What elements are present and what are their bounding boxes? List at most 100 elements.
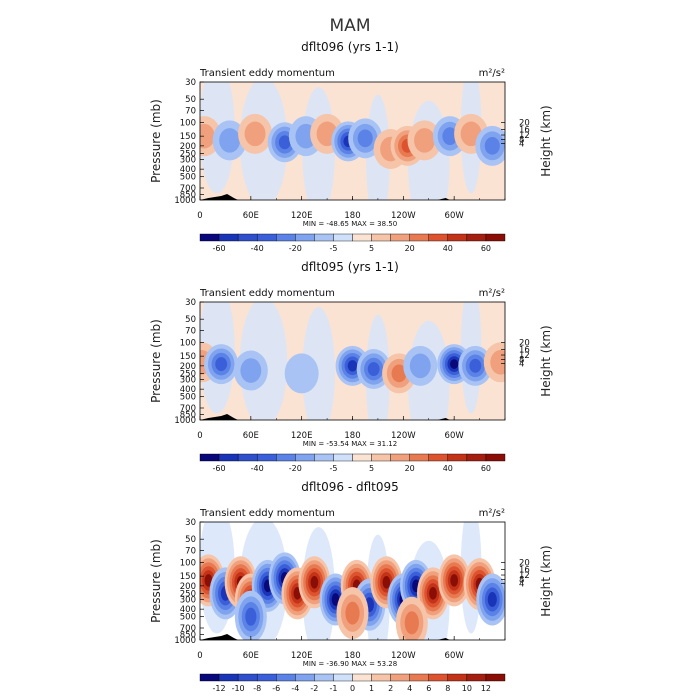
contour-blob [429, 587, 437, 600]
colorbar-label: -20 [289, 464, 302, 473]
colorbar-swatch [314, 673, 334, 682]
y-tick-label: 50 [185, 535, 196, 545]
colorbar-swatch [237, 453, 258, 462]
colorbar-label: -6 [272, 684, 280, 693]
y-tick-label: 850 [180, 191, 196, 201]
colorbar-swatch [314, 233, 334, 242]
y-tick-label: 70 [185, 547, 196, 557]
panel-1: dflt096 (yrs 1-1) Transient eddy momentum… [149, 40, 553, 253]
topography [437, 418, 450, 420]
y-axis-label: Pressure (mb) [149, 319, 163, 403]
y-tick-label: 700 [180, 624, 196, 634]
x-tick-label: 60W [445, 431, 465, 441]
x-tick-label: 120W [391, 431, 416, 441]
colorbar-label: -10 [232, 684, 245, 693]
topography [437, 638, 450, 640]
contour-blob [487, 592, 497, 607]
height-tick-label: 4 [519, 359, 524, 369]
x-tick-label: 0 [197, 651, 202, 661]
y-tick-label: 400 [180, 165, 196, 175]
colorbar-swatch [371, 453, 391, 462]
colorbar-swatch [256, 673, 277, 682]
colorbar-label: -4 [291, 684, 299, 693]
contour-blob [404, 611, 419, 635]
colorbar-label: 2 [388, 684, 393, 693]
x-tick-label: 120W [391, 651, 416, 661]
colorbar-swatch [295, 233, 315, 242]
contour-blob [310, 575, 319, 589]
y-tick-label: 500 [180, 173, 196, 183]
panel-units-label: m²/s² [479, 288, 505, 299]
contour-field [200, 302, 505, 420]
contour-blob [219, 128, 241, 153]
colorbar-swatch [314, 453, 334, 462]
colorbar-label: 40 [443, 244, 453, 253]
colorbar-label: 40 [443, 464, 453, 473]
colorbar-label: -40 [251, 244, 264, 253]
contour-blob [278, 135, 291, 150]
colorbar-swatch [352, 233, 372, 242]
height-tick-label: 12 [519, 351, 530, 361]
colorbar-swatch [428, 233, 449, 242]
colorbar: -60 -40 -20 -5 5 20 40 60 [199, 453, 506, 473]
y-tick-label: 300 [180, 595, 196, 605]
colorbar-label: -12 [213, 684, 226, 693]
colorbar-swatch [485, 233, 506, 242]
colorbar-label: -2 [310, 684, 318, 693]
colorbar: -12 -10 -8 -6 -4 -2 -1 0 1 2 4 6 8 10 12 [199, 673, 506, 693]
y-tick-label: 50 [185, 315, 196, 325]
x-tick-label: 60E [243, 651, 259, 661]
y-tick-label: 50 [185, 95, 196, 105]
y-tick-label: 250 [180, 149, 196, 159]
colorbar-label: 0 [350, 684, 355, 693]
y-tick-label: 200 [180, 362, 196, 372]
colorbar-label: 60 [481, 464, 491, 473]
colorbar-swatch [295, 673, 315, 682]
colorbar-label: -5 [329, 464, 337, 473]
topography [200, 194, 239, 200]
colorbar-swatch [390, 453, 410, 462]
x-tick-label: 120E [291, 211, 313, 221]
contour-blob [240, 358, 262, 383]
y-tick-label: 300 [180, 375, 196, 385]
colorbar-swatch [276, 453, 296, 462]
colorbar-label: 20 [405, 464, 415, 473]
contour-blob [204, 574, 213, 587]
panel-left-label: Transient eddy momentum [199, 508, 335, 519]
colorbar-swatch [218, 453, 239, 462]
x-tick-label: 180 [344, 651, 360, 661]
colorbar-swatch [466, 673, 487, 682]
colorbar-swatch [428, 673, 449, 682]
panel-title: dflt095 (yrs 1-1) [301, 260, 399, 274]
x-tick-label: 60W [445, 211, 465, 221]
height-tick-label: 20 [519, 339, 530, 349]
colorbar-swatch [409, 233, 429, 242]
colorbar-swatch [276, 233, 296, 242]
min-max-label: MIN = -48.65 MAX = 38.50 [303, 220, 397, 228]
y-tick-label: 100 [180, 339, 196, 349]
min-max-label: MIN = -53.54 MAX = 31.12 [303, 440, 397, 448]
figure-title: MAM [330, 16, 371, 36]
panel-3: dflt096 - dflt095 Transient eddy momentum… [149, 480, 553, 693]
colorbar-swatch [333, 233, 353, 242]
height-tick-label: 12 [519, 131, 530, 141]
contour-blob [450, 359, 459, 369]
colorbar-swatch [237, 233, 258, 242]
colorbar-swatch [333, 673, 353, 682]
y-axis-label: Pressure (mb) [149, 539, 163, 623]
contour-blob [409, 353, 431, 379]
contour-blob [331, 593, 340, 606]
colorbar-label: 6 [426, 684, 431, 693]
y-tick-label: 850 [180, 411, 196, 421]
contour-blob [347, 360, 358, 372]
height-tick-label: 16 [519, 125, 530, 135]
topography [200, 414, 239, 420]
colorbar-swatch [352, 453, 372, 462]
contour-blob [345, 601, 360, 625]
height-tick-label: 20 [519, 119, 530, 129]
colorbar-label: 20 [405, 244, 415, 253]
panel-left-label: Transient eddy momentum [199, 288, 335, 299]
contour-blob [442, 127, 458, 146]
